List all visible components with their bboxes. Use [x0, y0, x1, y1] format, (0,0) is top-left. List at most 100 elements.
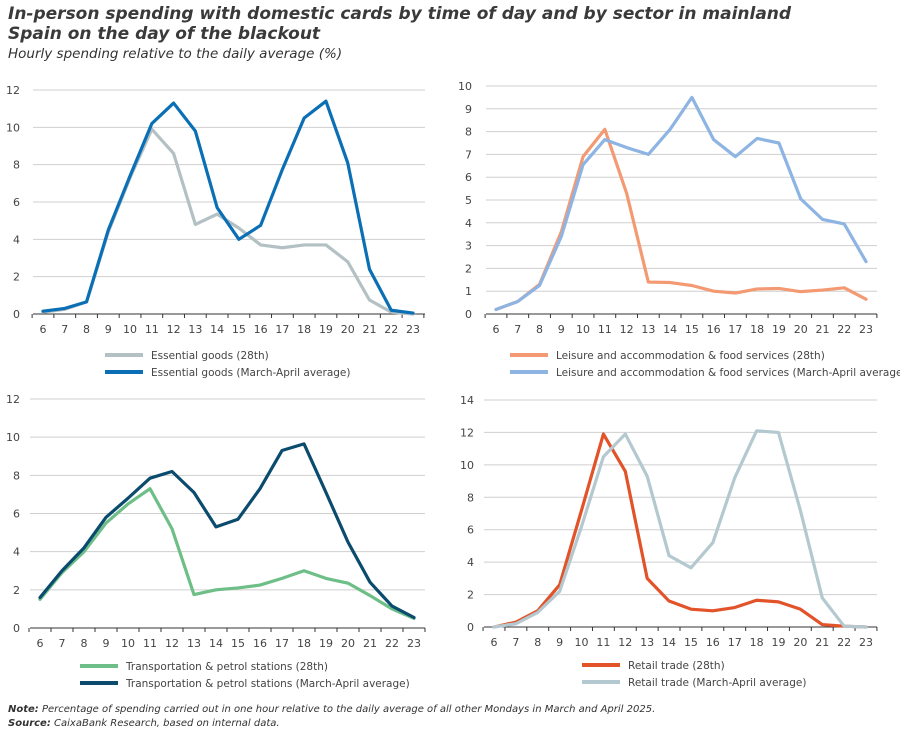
chart-panel-3: 0 2 4 6 8 10 12 6 7 8 9 10 11 12 13 14 15 16 17 18 19 20 21 22 2…	[6, 393, 426, 690]
x-tick-label: 8	[536, 323, 543, 336]
x-tick-label: 14	[210, 323, 224, 336]
legend-label: Essential goods (March-April average)	[151, 367, 350, 379]
x-tick-label: 7	[514, 323, 521, 336]
chart-title: In-person spending with domestic cards b…	[8, 4, 792, 44]
source-text: CaixaBank Research, based on internal da…	[50, 718, 280, 729]
x-tick-label: 17	[275, 323, 289, 336]
series-line-average	[494, 95, 868, 312]
x-tick-label: 14	[663, 323, 677, 336]
y-tick-label: 9	[465, 103, 472, 116]
series-line-average	[38, 442, 416, 620]
legend-label: Retail trade (March-April average)	[628, 677, 806, 689]
x-tick-label: 12	[620, 323, 634, 336]
x-tick-label: 9	[558, 323, 565, 336]
legend-label: Retail trade (28th)	[628, 660, 725, 672]
y-tick-label: 4	[467, 556, 474, 569]
y-tick-label: 12	[6, 84, 20, 97]
source-label: Source:	[8, 718, 51, 729]
x-tick-label: 8	[534, 636, 541, 649]
y-tick-label: 10	[6, 121, 20, 134]
x-tick-label: 17	[728, 636, 742, 649]
x-tick-label: 15	[231, 637, 245, 650]
x-tick-label: 18	[297, 637, 311, 650]
x-tick-label: 6	[40, 323, 47, 336]
x-tick-label: 16	[707, 323, 721, 336]
y-tick-label: 8	[13, 469, 20, 482]
x-tick-label: 20	[341, 323, 355, 336]
x-tick-label: 11	[596, 636, 610, 649]
x-tick-label: 20	[341, 637, 355, 650]
x-tick-label: 13	[641, 323, 655, 336]
y-tick-label: 6	[13, 508, 20, 521]
x-tick-label: 11	[598, 323, 612, 336]
y-tick-label: 12	[460, 426, 474, 439]
x-tick-label: 23	[859, 636, 873, 649]
x-tick-label: 8	[83, 323, 90, 336]
x-tick-label: 18	[297, 323, 311, 336]
y-tick-label: 8	[465, 126, 472, 139]
y-tick-label: 4	[13, 546, 20, 559]
note-text: Percentage of spending carried out in on…	[38, 704, 656, 715]
series-line-average	[492, 429, 868, 629]
y-tick-label: 6	[467, 524, 474, 537]
x-tick-label: 23	[407, 637, 421, 650]
x-tick-label: 23	[859, 323, 873, 336]
chart-panel-4: 0 2 4 6 8 10 12 14 6 7 8 9 10 11 12 13 14 15 16 17 18 19 20 21 2…	[460, 394, 878, 689]
x-tick-label: 7	[61, 323, 68, 336]
x-tick-label: 19	[771, 636, 785, 649]
x-tick-label: 15	[684, 636, 698, 649]
x-tick-label: 6	[493, 323, 500, 336]
y-tick-label: 0	[465, 308, 472, 321]
y-tick-label: 2	[13, 271, 20, 284]
y-tick-label: 6	[13, 196, 20, 209]
x-tick-label: 6	[37, 637, 44, 650]
x-tick-label: 10	[123, 323, 137, 336]
y-tick-label: 7	[465, 148, 472, 161]
x-tick-label: 6	[491, 636, 498, 649]
x-tick-label: 21	[362, 323, 376, 336]
x-tick-label: 11	[143, 637, 157, 650]
y-tick-label: 3	[465, 240, 472, 253]
x-tick-label: 9	[103, 637, 110, 650]
x-tick-label: 12	[618, 636, 632, 649]
x-tick-label: 11	[145, 323, 159, 336]
y-tick-label: 10	[6, 431, 20, 444]
x-tick-label: 23	[406, 323, 420, 336]
series-line-28th	[38, 487, 416, 621]
note-label: Note:	[8, 704, 39, 715]
y-tick-label: 0	[467, 621, 474, 634]
note-line: Note: Percentage of spending carried out…	[8, 703, 655, 717]
legend-label: Essential goods (28th)	[151, 350, 269, 362]
x-tick-label: 12	[165, 637, 179, 650]
y-tick-label: 0	[13, 622, 20, 635]
x-tick-label: 17	[728, 323, 742, 336]
x-tick-label: 10	[121, 637, 135, 650]
x-tick-label: 10	[576, 323, 590, 336]
chart-panel-1: 0 2 4 6 8 10 12 6 7 8 9 10 11 12 13 14 15 16 17 18 19 20 21 22 2…	[6, 84, 425, 379]
x-tick-label: 12	[167, 323, 181, 336]
x-tick-label: 20	[794, 323, 808, 336]
y-tick-label: 12	[6, 393, 20, 406]
y-tick-label: 2	[13, 584, 20, 597]
x-tick-label: 20	[793, 636, 807, 649]
y-tick-label: 10	[460, 459, 474, 472]
x-tick-label: 19	[319, 323, 333, 336]
x-tick-label: 9	[105, 323, 112, 336]
x-tick-label: 21	[363, 637, 377, 650]
y-tick-label: 8	[467, 491, 474, 504]
chart-subtitle: Hourly spending relative to the daily av…	[8, 46, 343, 62]
series-line-average	[41, 99, 415, 315]
y-tick-label: 14	[460, 394, 474, 407]
x-tick-label: 22	[385, 637, 399, 650]
legend-label: Leisure and accommodation & food service…	[556, 367, 900, 379]
x-tick-label: 22	[837, 636, 851, 649]
x-tick-label: 22	[384, 323, 398, 336]
y-tick-label: 5	[465, 194, 472, 207]
x-tick-label: 7	[512, 636, 519, 649]
x-tick-label: 19	[772, 323, 786, 336]
x-tick-label: 8	[81, 637, 88, 650]
x-tick-label: 16	[254, 323, 268, 336]
x-tick-label: 13	[187, 637, 201, 650]
